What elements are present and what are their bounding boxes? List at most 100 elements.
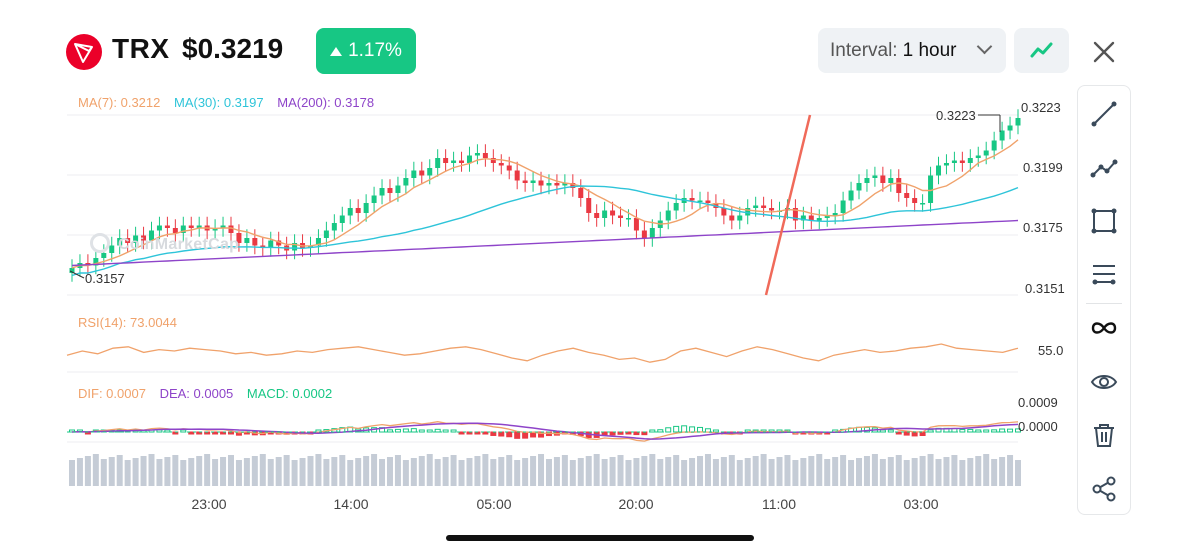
chart-canvas[interactable] [0,90,1075,520]
volume-bar [943,457,950,486]
candle-body [943,163,949,166]
candle-body [228,225,234,233]
candle-body [951,160,957,163]
volume-bar [863,456,870,486]
rectangle-tool[interactable] [1078,199,1130,243]
macd-histogram-bar [665,427,672,433]
volume-bar [235,460,242,486]
volume-bar [999,457,1006,486]
volume-bar [649,454,656,486]
candle-body [856,183,862,191]
macd-histogram-bar [506,431,513,438]
candle-body [594,213,600,218]
candle-body [840,200,846,213]
volume-bar [712,459,719,486]
volume-bar [331,457,338,486]
volume-bar [490,459,497,486]
candle-body [975,155,981,158]
chevron-down-icon [976,38,993,55]
volume-bar [100,459,107,486]
macd-histogram-bar [657,429,664,433]
ma30-legend: MA(30): 0.3197 [174,95,264,110]
candle-body [252,238,258,246]
share-tool[interactable] [1078,467,1130,511]
volume-bar [625,460,632,486]
volume-bar [530,456,537,486]
candle-body [331,223,337,231]
volume-bar [355,458,362,486]
home-indicator[interactable] [446,535,754,541]
candle-body [514,170,520,181]
tron-logo-icon [66,34,102,70]
volume-bar [267,459,274,486]
volume-bar [903,460,910,486]
macd-histogram-bar [673,425,680,433]
share-icon [1092,476,1116,502]
trash-icon [1094,424,1114,447]
candle-body [769,208,775,211]
candle-body [816,218,822,221]
y-tick-label: 0.3175 [1023,220,1063,235]
price-change-badge: 1.17% [316,28,416,74]
dea-line [71,422,1019,440]
parallel-lines-tool[interactable] [1078,252,1130,296]
dea-legend: DEA: 0.0005 [159,386,234,401]
candle-body [641,230,647,238]
polyline-tool[interactable] [1078,146,1130,190]
time-tick-label: 05:00 [476,496,512,512]
volume-bar [871,454,878,486]
volume-bar [720,457,727,486]
candle-body [792,208,798,221]
candle-body [101,253,107,258]
volume-bar [410,458,417,486]
candle-body [586,198,592,213]
candle-body [371,195,377,203]
dif-legend: DIF: 0.0007 [78,386,146,401]
macd-histogram-bar [895,431,902,435]
volume-bar [673,455,680,486]
close-icon[interactable] [1086,34,1122,70]
volume-bar [919,456,926,486]
candle-body [745,208,751,216]
candle-body [69,268,75,273]
volume-bar [879,459,886,486]
candle-body [188,225,194,228]
interval-value: 1 hour [902,39,957,61]
ma7-line [71,139,1019,269]
visibility-tool[interactable] [1078,360,1130,404]
chart-type-button[interactable] [1014,28,1069,73]
volume-bar [760,454,767,486]
candle-body [459,160,465,163]
candle-body [196,225,202,228]
volume-bar [307,456,314,486]
macd-histogram-bar [490,431,497,436]
volume-bar [736,460,743,486]
candle-body [983,150,989,156]
volume-bar [840,455,847,486]
macd-histogram-bar [999,428,1006,433]
volume-bar [927,454,934,486]
macd-tick-label: 0.0009 [1018,395,1058,410]
candle-body [610,210,616,216]
volume-bar [426,454,433,486]
candle-body [761,205,767,208]
candle-body [689,198,695,201]
volume-bar [824,459,831,486]
candle-body [633,218,639,231]
infinity-tool[interactable] [1078,306,1130,350]
volume-bar [704,454,711,486]
candle-body [474,153,480,156]
trend-line-tool[interactable] [1078,92,1130,136]
delete-tool[interactable] [1078,413,1130,457]
time-tick-label: 14:00 [333,496,369,512]
volume-bar [887,457,894,486]
candle-body [268,240,274,248]
time-tick-label: 23:00 [191,496,227,512]
price-change-value: 1.17% [348,40,402,61]
volume-bar [752,456,759,486]
candle-body [705,200,711,203]
volume-bar [124,460,131,486]
volume-bar [116,455,123,486]
interval-dropdown[interactable]: Interval: 1 hour [818,28,1006,73]
price-chart[interactable] [0,90,1075,520]
